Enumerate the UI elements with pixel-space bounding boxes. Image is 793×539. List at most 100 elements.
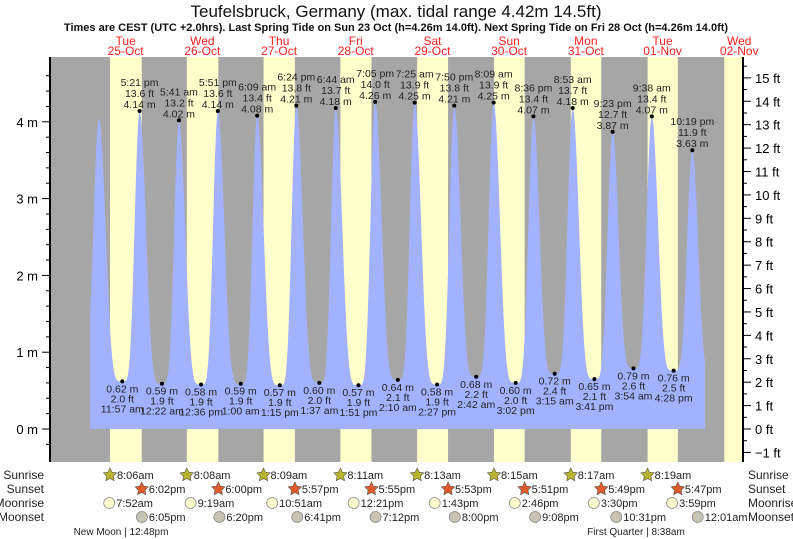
sunset-time: 6:00pm	[225, 484, 262, 496]
moonset-row-label-right: Moonset	[748, 510, 793, 524]
moonrise-time: 1:43pm	[442, 498, 479, 510]
low-tide-point	[552, 371, 557, 376]
high-tide-time: 9:38 am	[633, 82, 671, 94]
sunset-icon	[593, 481, 609, 496]
moonrise-row-label-right: Moonrise	[748, 496, 793, 510]
low-tide-point	[592, 377, 597, 382]
high-tide-m: 4.14 m	[202, 99, 234, 111]
low-tide-m: 0.58 m	[185, 386, 217, 398]
day-weekday: Thu	[269, 34, 290, 48]
ft-tick-label: 14 ft	[755, 94, 781, 109]
high-tide-point	[255, 113, 260, 118]
moonset-icon	[369, 511, 382, 523]
sunrise-time: 8:06am	[117, 470, 154, 482]
low-tide-point	[671, 368, 676, 373]
moonset-icon	[610, 511, 623, 523]
high-tide-m: 4.25 m	[478, 91, 510, 103]
high-tide-point	[412, 100, 417, 105]
ft-tick-label: 3 ft	[755, 352, 773, 367]
sunset-icon	[211, 481, 226, 496]
day-date: 31-Oct	[568, 44, 605, 58]
low-tide-ft: 2.1 ft	[583, 391, 606, 403]
high-tide-m: 4.07 m	[636, 104, 668, 116]
ft-tick-label: −1 ft	[755, 445, 781, 460]
sunrise-time: 8:09am	[271, 470, 308, 482]
high-tide-point	[452, 103, 457, 108]
ft-tick-label: 11 ft	[755, 165, 780, 180]
low-tide-ft: 2.6 ft	[622, 380, 645, 392]
sunrise-icon	[486, 467, 502, 482]
moonrise-icon	[184, 497, 197, 509]
low-tide-point	[199, 382, 204, 387]
low-tide-point	[356, 383, 361, 388]
low-tide-time: 1:15 pm	[261, 407, 299, 419]
low-tide-m: 0.60 m	[500, 385, 532, 397]
high-tide-ft: 14.0 ft	[361, 79, 390, 91]
ft-tick-label: 12 ft	[755, 141, 781, 156]
high-tide-m: 4.18 m	[320, 96, 352, 108]
high-tide-m: 4.07 m	[517, 104, 549, 116]
sunrise-time: 8:11am	[347, 470, 383, 482]
moonrise-icon	[428, 497, 441, 509]
high-tide-time: 8:36 pm	[514, 82, 552, 94]
low-tide-ft: 1.9 ft	[189, 396, 212, 408]
low-tide-ft: 2.1 ft	[386, 392, 409, 404]
moonset-icon	[213, 511, 226, 523]
moonrise-time: 2:46pm	[522, 498, 559, 510]
sunset-icon	[287, 481, 303, 496]
low-tide-point	[159, 381, 164, 386]
high-tide-point	[373, 99, 378, 104]
low-tide-ft: 2.0 ft	[111, 393, 134, 405]
ft-tick-label: 8 ft	[755, 235, 773, 250]
low-tide-ft: 2.0 ft	[308, 395, 331, 407]
low-tide-m: 0.59 m	[146, 386, 178, 398]
ft-tick-label: 1 ft	[755, 399, 773, 414]
high-tide-m: 4.26 m	[359, 90, 391, 102]
high-tide-ft: 13.6 ft	[203, 88, 232, 100]
high-tide-m: 4.25 m	[399, 91, 431, 103]
ft-tick-label: 0 ft	[755, 422, 773, 437]
sunrise-row-label-left: Sunrise	[3, 468, 44, 482]
day-date: 02-Nov	[720, 44, 759, 58]
low-tide-ft: 1.9 ft	[150, 396, 173, 408]
high-tide-ft: 13.8 ft	[282, 83, 311, 95]
sunset-icon	[517, 481, 532, 496]
low-tide-time: 1:37 am	[300, 405, 338, 417]
high-tide-time: 5:51 pm	[199, 77, 237, 89]
high-tide-point	[215, 109, 220, 114]
sunrise-time: 8:17am	[578, 470, 615, 482]
moonset-time: 7:12pm	[383, 512, 420, 524]
sunset-row-label-left: Sunset	[7, 482, 45, 496]
sunrise-icon	[640, 467, 655, 482]
sunset-time: 5:55pm	[378, 484, 415, 496]
moonrise-time: 3:59pm	[679, 498, 716, 510]
tide-curve	[90, 102, 705, 429]
low-tide-m: 0.79 m	[617, 370, 649, 382]
moonrise-icon	[103, 497, 116, 509]
low-tide-m: 0.60 m	[303, 385, 335, 397]
sunset-icon	[134, 481, 150, 496]
high-tide-point	[294, 103, 299, 108]
low-tide-time: 3:41 pm	[575, 401, 613, 413]
ft-tick-label: 2 ft	[755, 375, 773, 390]
moonset-time: 8:00pm	[462, 512, 499, 524]
sunrise-row-label-right: Sunrise	[748, 468, 789, 482]
sunrise-time: 8:13am	[424, 470, 461, 482]
day-weekday: Wed	[190, 34, 214, 48]
moonset-icon	[529, 511, 542, 523]
moonset-icon	[691, 511, 704, 523]
day-weekday: Sun	[498, 34, 519, 48]
day-weekday: Mon	[574, 34, 597, 48]
moonrise-icon	[266, 497, 279, 509]
day-labels: Tue25-OctWed26-OctThu27-OctFri28-OctSat2…	[108, 34, 759, 58]
sunset-icon	[670, 481, 686, 496]
sunrise-icon	[179, 467, 195, 482]
sun-moon-table: SunriseSunriseSunsetSunsetMoonriseMoonri…	[0, 467, 793, 538]
sunset-icon	[440, 481, 456, 496]
high-tide-point	[137, 109, 142, 114]
moonrise-row-label-left: Moonrise	[0, 496, 44, 510]
high-tide-ft: 13.7 ft	[558, 85, 587, 97]
high-tide-point	[491, 100, 496, 105]
low-tide-m: 0.64 m	[382, 382, 414, 394]
